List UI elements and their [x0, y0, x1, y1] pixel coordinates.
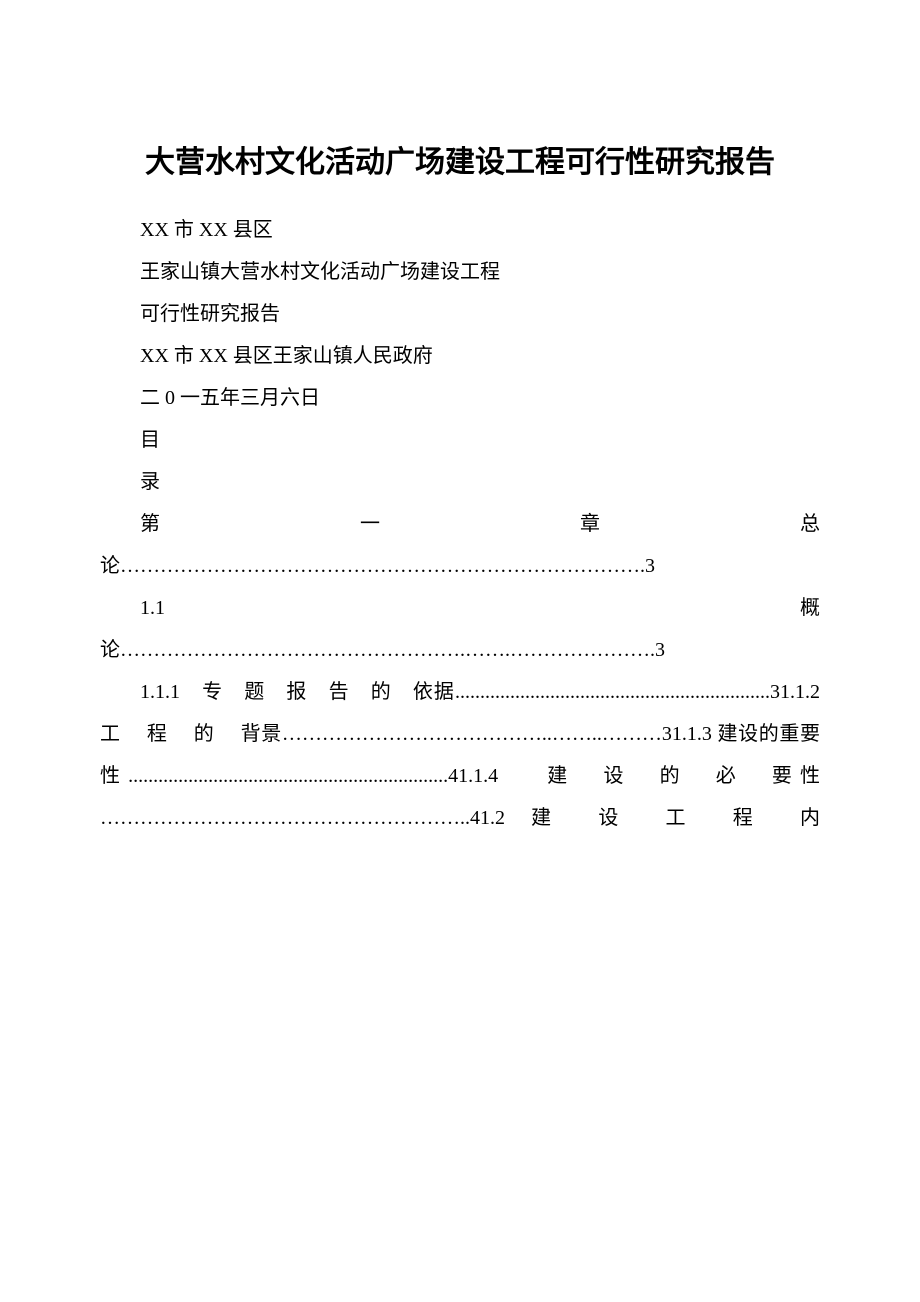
body-line-3: 可行性研究报告 — [100, 293, 820, 335]
toc-row-1-head: 第一章总 — [100, 503, 820, 545]
toc-label-lu: 录 — [100, 461, 820, 503]
body-line-2: 王家山镇大营水村文化活动广场建设工程 — [100, 251, 820, 293]
toc-row-2-num: 1.1 — [140, 587, 165, 629]
body-line-4: XX 市 XX 县区王家山镇人民政府 — [100, 335, 820, 377]
toc-row-2-head: 1.1 概 — [100, 587, 820, 629]
body-line-5: 二 0 一五年三月六日 — [100, 377, 820, 419]
toc-label-mu: 目 — [100, 419, 820, 461]
toc-row-2-word: 概 — [800, 587, 820, 629]
document-title: 大营水村文化活动广场建设工程可行性研究报告 — [100, 140, 820, 185]
toc-row-1-tail: 论…………………………………………………………………….3 — [100, 545, 820, 587]
toc-block: 1.1.1 专 题 报 告 的 依据......................… — [100, 671, 820, 839]
toc-row-2-tail: 论…………………………………………….…….………………….3 — [100, 629, 820, 671]
body-line-1: XX 市 XX 县区 — [100, 209, 820, 251]
